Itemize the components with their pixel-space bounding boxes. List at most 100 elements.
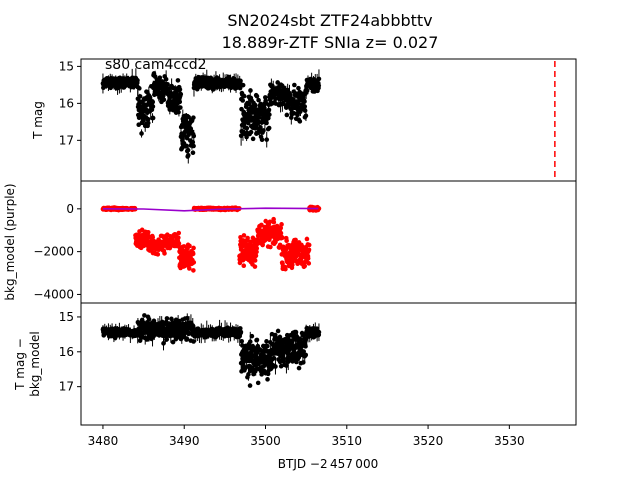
top-data-point: [254, 93, 260, 99]
x-tick-label: 3490: [169, 434, 200, 448]
middle-data-point: [278, 225, 284, 231]
top-data-point: [264, 120, 269, 126]
middle-data-point: [283, 266, 288, 272]
middle-data-point: [241, 233, 247, 238]
top-data-point: [302, 104, 308, 109]
top-data-point: [240, 82, 246, 88]
bottom-data-point: [161, 341, 166, 346]
top-data-point: [177, 99, 183, 105]
top-data-point: [163, 76, 169, 82]
top-data-point: [256, 97, 261, 103]
bottom-data-point: [238, 326, 243, 331]
top-data-point: [161, 97, 167, 103]
top-data-point: [303, 113, 309, 118]
top-data-point: [297, 119, 303, 124]
middle-data-point: [176, 241, 182, 246]
middle-data-point: [293, 237, 298, 243]
top-data-point: [178, 105, 183, 110]
top-data-point: [248, 129, 254, 135]
top-data-point: [152, 74, 158, 79]
bottom-data-point: [239, 338, 245, 344]
top-data-point: [190, 139, 196, 145]
top-data-point: [258, 124, 263, 130]
middle-data-point: [267, 219, 273, 225]
bottom-data-point: [191, 339, 196, 344]
top-data-point: [145, 116, 151, 122]
top-data-point: [137, 94, 143, 99]
top-data-point: [145, 120, 151, 126]
top-data-point: [191, 133, 197, 139]
middle-data-point: [162, 251, 167, 256]
top-data-point: [284, 112, 290, 118]
top-data-point: [244, 134, 249, 140]
top-data-point: [266, 107, 272, 113]
middle-data-point: [254, 246, 260, 251]
x-tick-label: 3530: [494, 434, 525, 448]
top-data-point: [304, 88, 310, 93]
top-data-point: [266, 115, 271, 121]
middle-data-point: [316, 206, 322, 211]
middle-data-point: [284, 238, 289, 244]
top-data-point: [137, 86, 142, 91]
middle-data-point: [280, 235, 285, 241]
middle-data-point: [176, 235, 181, 240]
middle-model-line: [102, 207, 319, 212]
middle-data-point: [254, 249, 259, 255]
middle-data-point: [260, 242, 265, 248]
bottom-data-point: [289, 340, 295, 345]
middle-data-point: [290, 259, 296, 265]
top-data-point: [184, 143, 189, 149]
middle-data-point: [191, 245, 196, 251]
middle-data-point: [259, 222, 264, 228]
top-data-point: [250, 136, 256, 142]
middle-data-point: [190, 251, 196, 257]
middle-plot-area: [100, 204, 322, 273]
middle-data-point: [253, 253, 259, 259]
bottom-data-point: [249, 333, 255, 339]
middle-data-point: [306, 242, 312, 248]
bottom-data-point: [254, 337, 260, 343]
top-data-point: [256, 115, 262, 120]
bottom-data-point: [272, 332, 278, 338]
top-data-point: [240, 98, 246, 103]
middle-data-point: [191, 268, 196, 273]
bottom-data-point: [170, 339, 176, 345]
middle-data-point: [176, 230, 182, 236]
top-data-point: [302, 99, 307, 104]
top-data-point: [238, 133, 244, 139]
sector-annotation: s80 cam4ccd2: [105, 57, 207, 73]
bottom-data-point: [142, 313, 147, 318]
top-data-point: [191, 143, 196, 149]
middle-y-tick-label: −4000: [33, 287, 74, 301]
bottom-data-point: [265, 343, 270, 349]
bottom-data-point: [275, 328, 281, 334]
top-data-point: [262, 105, 267, 111]
middle-data-point: [238, 234, 243, 240]
top-data-point: [267, 112, 272, 117]
top-data-point: [261, 128, 266, 133]
top-data-point: [302, 108, 308, 113]
middle-y-tick-label: 0: [66, 202, 74, 216]
top-data-point: [186, 114, 191, 120]
top-data-point: [185, 152, 191, 158]
middle-y-axis-label: bkg_model (purple): [3, 183, 17, 300]
middle-data-point: [302, 263, 308, 269]
bottom-panel: 15 16 17 T mag − bkg_model: [13, 302, 577, 426]
top-data-point: [244, 125, 250, 131]
middle-data-point: [155, 252, 161, 257]
middle-data-point: [245, 235, 250, 241]
bottom-data-point: [238, 329, 244, 335]
top-y-tick-label: 15: [59, 59, 74, 73]
top-data-point: [316, 76, 322, 82]
bottom-y-axis-label: T mag −: [13, 338, 27, 391]
bottom-data-point: [164, 337, 170, 342]
x-tick-label: 3480: [88, 434, 119, 448]
top-data-point: [160, 93, 166, 99]
middle-data-point: [271, 219, 277, 225]
x-tick-label: 3510: [332, 434, 363, 448]
top-data-point: [157, 75, 163, 80]
bottom-y-axis-label: bkg_model: [28, 331, 42, 397]
top-data-point: [150, 104, 156, 109]
bottom-data-point: [184, 336, 190, 341]
